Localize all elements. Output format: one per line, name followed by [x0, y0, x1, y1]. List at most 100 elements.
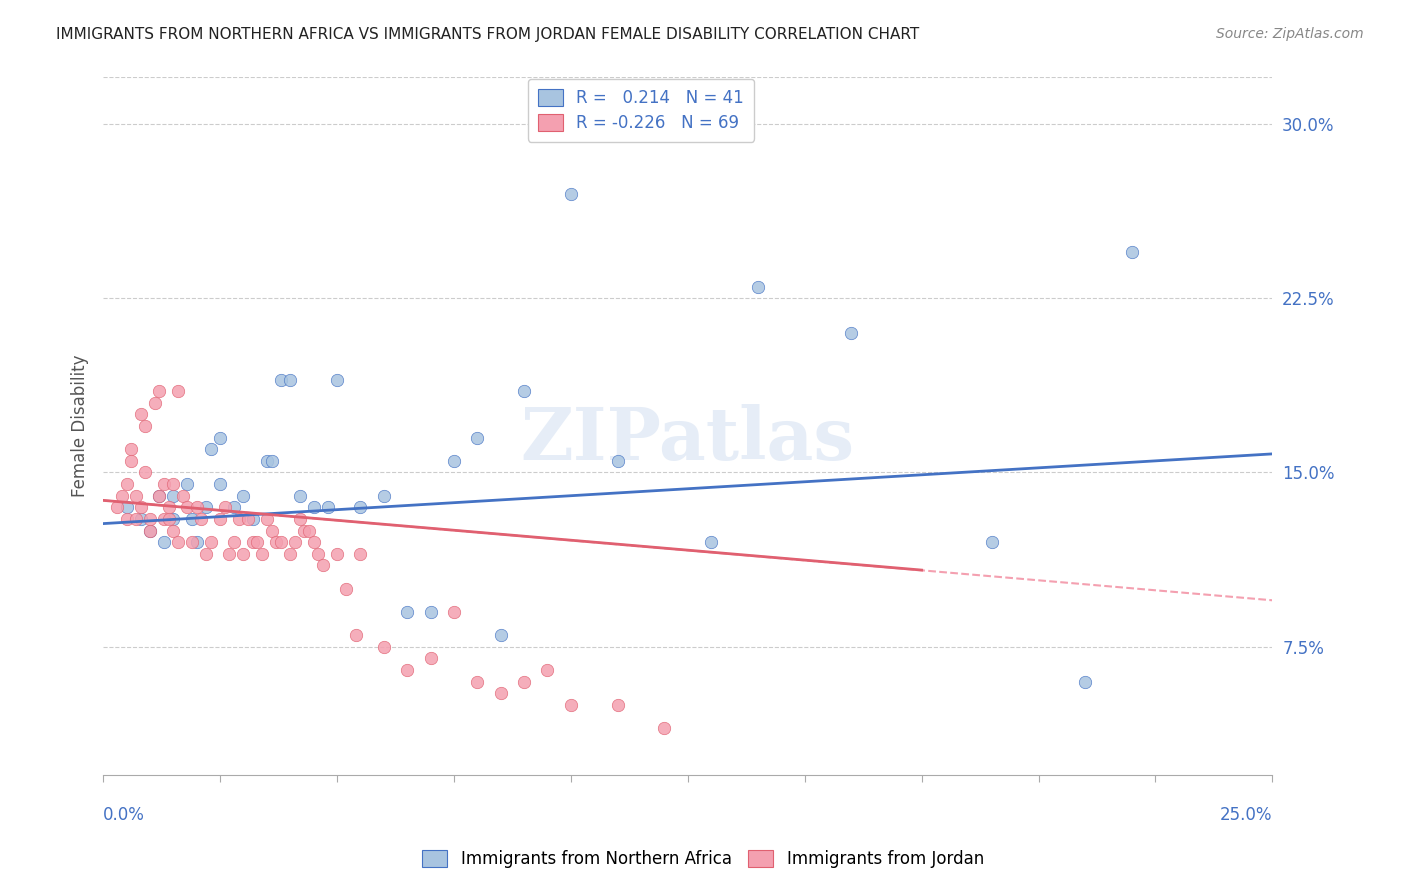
Point: [167, 384, 190, 399]
Point: [278, 372, 301, 386]
Point: [396, 663, 419, 677]
Point: [560, 698, 582, 712]
Point: [148, 489, 170, 503]
Point: [232, 547, 254, 561]
Point: [349, 547, 371, 561]
Point: [278, 547, 301, 561]
Point: [373, 489, 395, 503]
Point: [250, 547, 273, 561]
Point: [139, 524, 162, 538]
Point: [222, 535, 245, 549]
Point: [302, 535, 325, 549]
Point: [288, 512, 311, 526]
Point: [157, 500, 180, 515]
Point: [115, 477, 138, 491]
Text: Source: ZipAtlas.com: Source: ZipAtlas.com: [1216, 27, 1364, 41]
Point: [246, 535, 269, 549]
Point: [326, 547, 349, 561]
Point: [195, 547, 218, 561]
Point: [232, 489, 254, 503]
Point: [373, 640, 395, 654]
Point: [195, 500, 218, 515]
Point: [1121, 244, 1143, 259]
Point: [214, 500, 236, 515]
Point: [841, 326, 863, 340]
Point: [129, 500, 152, 515]
Point: [148, 384, 170, 399]
Point: [396, 605, 419, 619]
Point: [307, 547, 329, 561]
Point: [143, 396, 166, 410]
Point: [200, 535, 222, 549]
Point: [153, 535, 176, 549]
Point: [326, 372, 349, 386]
Legend: R =   0.214   N = 41, R = -0.226   N = 69: R = 0.214 N = 41, R = -0.226 N = 69: [529, 78, 754, 142]
Point: [419, 651, 441, 665]
Text: ZIPatlas: ZIPatlas: [520, 404, 855, 475]
Point: [288, 489, 311, 503]
Point: [536, 663, 558, 677]
Point: [747, 279, 769, 293]
Point: [242, 535, 264, 549]
Point: [181, 512, 204, 526]
Point: [111, 489, 134, 503]
Point: [218, 547, 240, 561]
Point: [465, 431, 488, 445]
Point: [134, 419, 156, 434]
Point: [256, 512, 278, 526]
Point: [190, 512, 212, 526]
Point: [606, 698, 628, 712]
Point: [260, 454, 283, 468]
Point: [209, 431, 232, 445]
Text: IMMIGRANTS FROM NORTHERN AFRICA VS IMMIGRANTS FROM JORDAN FEMALE DISABILITY CORR: IMMIGRANTS FROM NORTHERN AFRICA VS IMMIG…: [56, 27, 920, 42]
Point: [129, 408, 152, 422]
Point: [105, 500, 128, 515]
Point: [489, 686, 512, 700]
Point: [120, 442, 142, 457]
Point: [513, 384, 536, 399]
Point: [270, 372, 292, 386]
Point: [349, 500, 371, 515]
Text: 0.0%: 0.0%: [103, 806, 145, 824]
Point: [222, 500, 245, 515]
Point: [654, 721, 676, 735]
Point: [700, 535, 723, 549]
Legend: Immigrants from Northern Africa, Immigrants from Jordan: Immigrants from Northern Africa, Immigra…: [416, 843, 990, 875]
Point: [186, 535, 208, 549]
Point: [443, 454, 465, 468]
Point: [270, 535, 292, 549]
Point: [264, 535, 287, 549]
Point: [302, 500, 325, 515]
Point: [172, 489, 194, 503]
Point: [200, 442, 222, 457]
Point: [162, 512, 184, 526]
Y-axis label: Female Disability: Female Disability: [72, 355, 89, 497]
Point: [419, 605, 441, 619]
Point: [153, 477, 176, 491]
Point: [316, 500, 339, 515]
Point: [256, 454, 278, 468]
Point: [125, 489, 148, 503]
Point: [148, 489, 170, 503]
Point: [125, 512, 148, 526]
Point: [513, 674, 536, 689]
Point: [284, 535, 307, 549]
Point: [176, 500, 198, 515]
Point: [176, 477, 198, 491]
Point: [292, 524, 315, 538]
Point: [139, 524, 162, 538]
Point: [162, 489, 184, 503]
Point: [120, 454, 142, 468]
Point: [139, 512, 162, 526]
Point: [167, 535, 190, 549]
Text: 25.0%: 25.0%: [1220, 806, 1272, 824]
Point: [980, 535, 1002, 549]
Point: [162, 477, 184, 491]
Point: [115, 500, 138, 515]
Point: [236, 512, 259, 526]
Point: [344, 628, 367, 642]
Point: [115, 512, 138, 526]
Point: [134, 466, 156, 480]
Point: [443, 605, 465, 619]
Point: [228, 512, 250, 526]
